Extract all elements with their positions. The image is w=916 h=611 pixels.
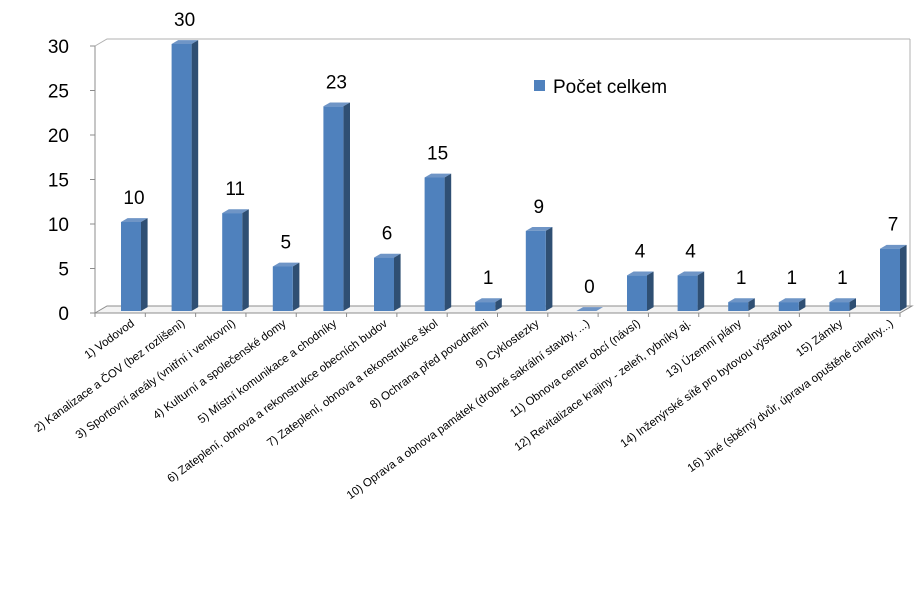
bar-front: [677, 275, 698, 311]
bar: [778, 298, 806, 311]
bar-top: [171, 40, 199, 44]
bar-front: [880, 248, 900, 311]
bar-side: [141, 218, 148, 311]
bar-side: [242, 209, 249, 311]
bar-side: [849, 298, 856, 311]
y-tick-label: 15: [48, 171, 69, 192]
data-label: 1: [483, 268, 494, 289]
bar-top: [121, 218, 148, 222]
bar-front: [272, 266, 293, 311]
bar-front: [728, 302, 749, 311]
category-label: 15) Zámky: [794, 318, 845, 360]
bar-front: [121, 222, 141, 311]
bar-front: [374, 257, 394, 311]
bar-top: [424, 173, 452, 178]
bar-side: [697, 271, 705, 311]
bar-top: [778, 298, 806, 303]
bar-side: [394, 253, 401, 311]
bar: [576, 307, 603, 312]
bar-front: [778, 302, 799, 311]
bar-top: [475, 298, 502, 303]
bar-side: [798, 298, 806, 311]
bar: [222, 209, 249, 311]
bars: [121, 40, 907, 312]
data-label: 1: [837, 268, 848, 289]
data-label: 10: [123, 188, 144, 209]
bar-side: [748, 298, 755, 311]
category-label: 14) Inženýrské sítě pro bytovou výstavbu: [618, 318, 794, 451]
y-tick-label: 25: [48, 82, 69, 103]
data-label: 1: [736, 268, 747, 289]
y-tick-label: 30: [48, 37, 69, 58]
bar: [677, 271, 705, 311]
bar-side: [444, 173, 452, 311]
data-label: 11: [225, 179, 245, 200]
data-label: 7: [888, 215, 899, 236]
bar-side: [292, 262, 300, 311]
bar-front: [323, 106, 344, 311]
bar: [829, 298, 856, 311]
bar-top: [829, 298, 856, 303]
bar: [627, 271, 654, 311]
bar-top: [272, 262, 300, 267]
y-tick-label: 10: [48, 215, 69, 236]
y-tick-label: 20: [48, 126, 69, 147]
bar-front: [171, 44, 192, 311]
bar-side: [191, 40, 199, 312]
legend-label: Počet celkem: [553, 77, 667, 98]
bar-top: [525, 227, 553, 231]
back-wall-edge: [94, 38, 910, 47]
bar-side: [900, 244, 907, 311]
data-label: 1: [787, 268, 798, 289]
bar-top: [627, 271, 654, 276]
bar-side: [647, 271, 654, 311]
data-label: 30: [174, 10, 195, 31]
legend: Počet celkem: [534, 77, 667, 98]
bar: [424, 173, 452, 311]
data-label: 15: [427, 144, 448, 165]
data-label: 6: [382, 224, 393, 245]
bar-front: [222, 213, 243, 311]
bar-top: [880, 244, 907, 249]
bar-side: [495, 298, 502, 311]
data-label: 4: [685, 241, 696, 262]
bar-top: [576, 307, 603, 311]
data-label: 4: [635, 241, 646, 262]
bar-side: [545, 227, 553, 311]
data-label: 5: [281, 233, 292, 254]
bar-front: [525, 230, 546, 311]
bar-top: [374, 253, 401, 258]
bar-top: [323, 102, 350, 107]
bar-front: [475, 302, 496, 311]
bar-side: [343, 102, 350, 311]
bar: [475, 298, 502, 311]
bar-top: [677, 271, 705, 276]
bar: [171, 40, 199, 312]
bar-top: [728, 298, 755, 303]
bar: [121, 218, 148, 311]
bar: [374, 253, 401, 311]
bar: [525, 227, 553, 311]
category-label: 12) Revitalizace krajiny - zeleň, rybník…: [513, 318, 694, 454]
y-tick-label: 5: [58, 260, 69, 281]
category-label: 10) Oprava a obnova památek (drobné sakr…: [345, 318, 592, 502]
bar-front: [627, 275, 647, 311]
data-label: 9: [534, 197, 545, 218]
data-label: 0: [584, 277, 595, 298]
bar-front: [829, 302, 850, 311]
bar: [272, 262, 300, 311]
legend-swatch: [534, 80, 545, 91]
bar: [728, 298, 755, 311]
bar-top: [222, 209, 249, 214]
bar-front: [424, 177, 445, 311]
bar: [323, 102, 350, 311]
bar: [880, 244, 907, 311]
y-tick-label: 0: [58, 304, 69, 325]
data-label: 23: [326, 72, 347, 93]
